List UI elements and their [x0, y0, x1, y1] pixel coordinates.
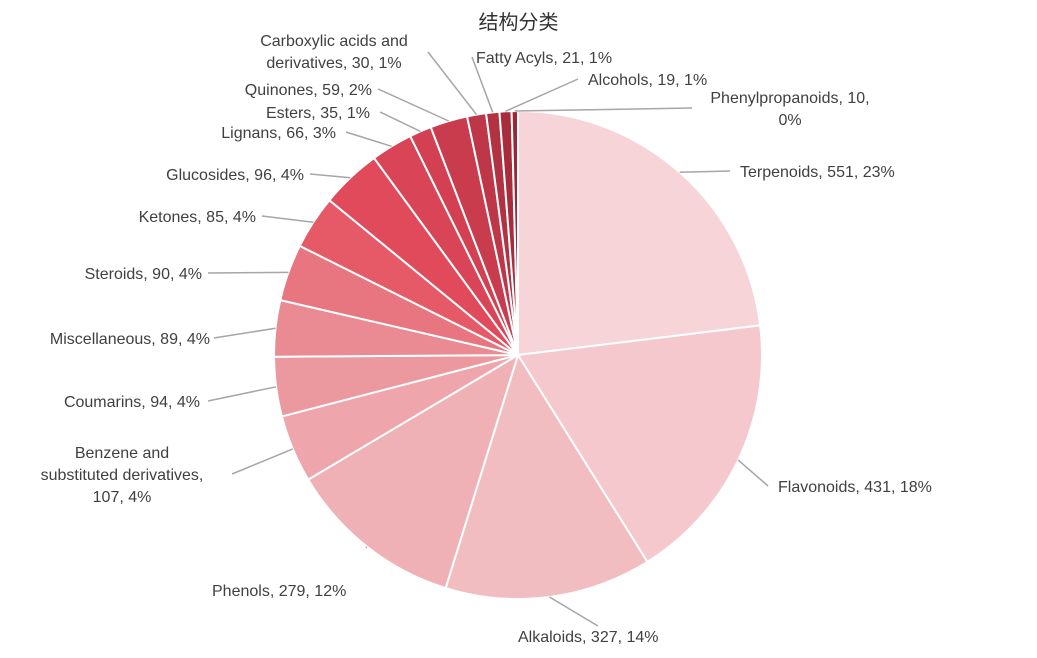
slice-label: Benzene and substituted derivatives, 107, … — [41, 445, 204, 506]
slice-label: Glucosides, 96, 4% — [166, 167, 304, 184]
slice-label: Phenols, 279, 12% — [212, 583, 346, 600]
leader-line — [309, 173, 351, 179]
leader-line — [207, 386, 277, 402]
slice-label: Alkaloids, 327, 14% — [518, 629, 659, 646]
slice-label: Ketones, 85, 4% — [139, 209, 256, 226]
slice-label: Terpenoids, 551, 23% — [740, 164, 895, 181]
slice-label: Esters, 35, 1% — [266, 105, 370, 122]
leader-line — [505, 78, 579, 112]
leader-line — [471, 56, 494, 113]
pie-slice-terpenoids — [517, 109, 762, 357]
chart-title: 结构分类 — [478, 10, 559, 34]
leader-line — [679, 170, 731, 174]
leader-line — [345, 131, 392, 148]
slice-label: Carboxylic acids and derivatives, 30, 1% — [260, 33, 408, 72]
leader-line — [549, 596, 599, 627]
slice-label: Miscellaneous, 89, 4% — [50, 331, 210, 348]
pie-slice-flavonoids — [516, 324, 763, 564]
slice-label: Quinones, 59, 2% — [245, 82, 372, 99]
slice-label: Phenylpropanoids, 10, 0% — [710, 90, 869, 129]
pie-slice-phenols — [306, 352, 520, 590]
leader-line — [514, 107, 693, 112]
leader-line — [427, 51, 478, 116]
slice-label: Steroids, 90, 4% — [85, 266, 202, 283]
leader-line — [261, 215, 314, 223]
leader-line — [737, 459, 769, 487]
leader-line — [213, 327, 276, 339]
slice-label: Lignans, 66, 3% — [221, 125, 336, 142]
slice-label: Fatty Acyls, 21, 1% — [476, 50, 612, 67]
leader-line — [207, 271, 289, 274]
leader-line — [377, 88, 450, 122]
pie-slice-alkaloids — [444, 352, 649, 600]
slice-label: Alcohols, 19, 1% — [588, 72, 707, 89]
leader-line — [365, 546, 368, 549]
slice-label: Flavonoids, 431, 18% — [778, 479, 932, 496]
slice-label: Coumarins, 94, 4% — [64, 394, 200, 411]
leader-line — [379, 111, 421, 133]
leader-line — [231, 448, 294, 475]
